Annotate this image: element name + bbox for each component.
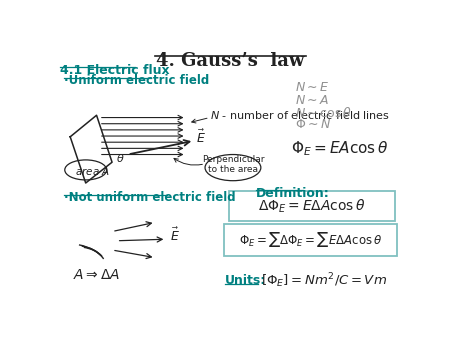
Text: $N \sim A$: $N \sim A$	[295, 94, 329, 107]
Text: $\Phi_E = EA\cos\theta$: $\Phi_E = EA\cos\theta$	[291, 139, 388, 158]
Text: $N$ - number of electric field lines: $N$ - number of electric field lines	[211, 109, 391, 121]
FancyBboxPatch shape	[224, 224, 397, 256]
Text: ·Uniform electric field: ·Uniform electric field	[64, 74, 209, 88]
Text: area $A$: area $A$	[75, 165, 110, 177]
Text: Units:: Units:	[225, 274, 266, 287]
Text: $[\Phi_E] = Nm^2/C = Vm$: $[\Phi_E] = Nm^2/C = Vm$	[261, 271, 387, 290]
Text: $\theta$: $\theta$	[116, 152, 125, 164]
Text: $\Phi \sim N$: $\Phi \sim N$	[295, 118, 331, 131]
Text: ·Not uniform electric field: ·Not uniform electric field	[64, 192, 236, 204]
Text: $\vec{E}$: $\vec{E}$	[170, 227, 180, 244]
Text: $A \Rightarrow \Delta A$: $A \Rightarrow \Delta A$	[73, 268, 121, 282]
Text: $N \sim \cos\theta$: $N \sim \cos\theta$	[295, 106, 352, 120]
FancyBboxPatch shape	[229, 192, 395, 221]
Text: 4. Gauss’s  law: 4. Gauss’s law	[157, 52, 305, 70]
Text: $N \sim E$: $N \sim E$	[295, 81, 329, 94]
Text: $\Delta\Phi_E = E\Delta A\cos\theta$: $\Delta\Phi_E = E\Delta A\cos\theta$	[258, 197, 366, 215]
Text: Perpendicular
to the area: Perpendicular to the area	[202, 155, 264, 174]
Text: Definition:: Definition:	[256, 187, 330, 200]
Text: 4.1 Electric flux: 4.1 Electric flux	[60, 64, 170, 77]
Text: $\vec{E}$: $\vec{E}$	[196, 129, 206, 146]
Text: $\Phi_E = \sum\Delta\Phi_E = \sum E\Delta A\cos\theta$: $\Phi_E = \sum\Delta\Phi_E = \sum E\Delt…	[239, 230, 382, 249]
